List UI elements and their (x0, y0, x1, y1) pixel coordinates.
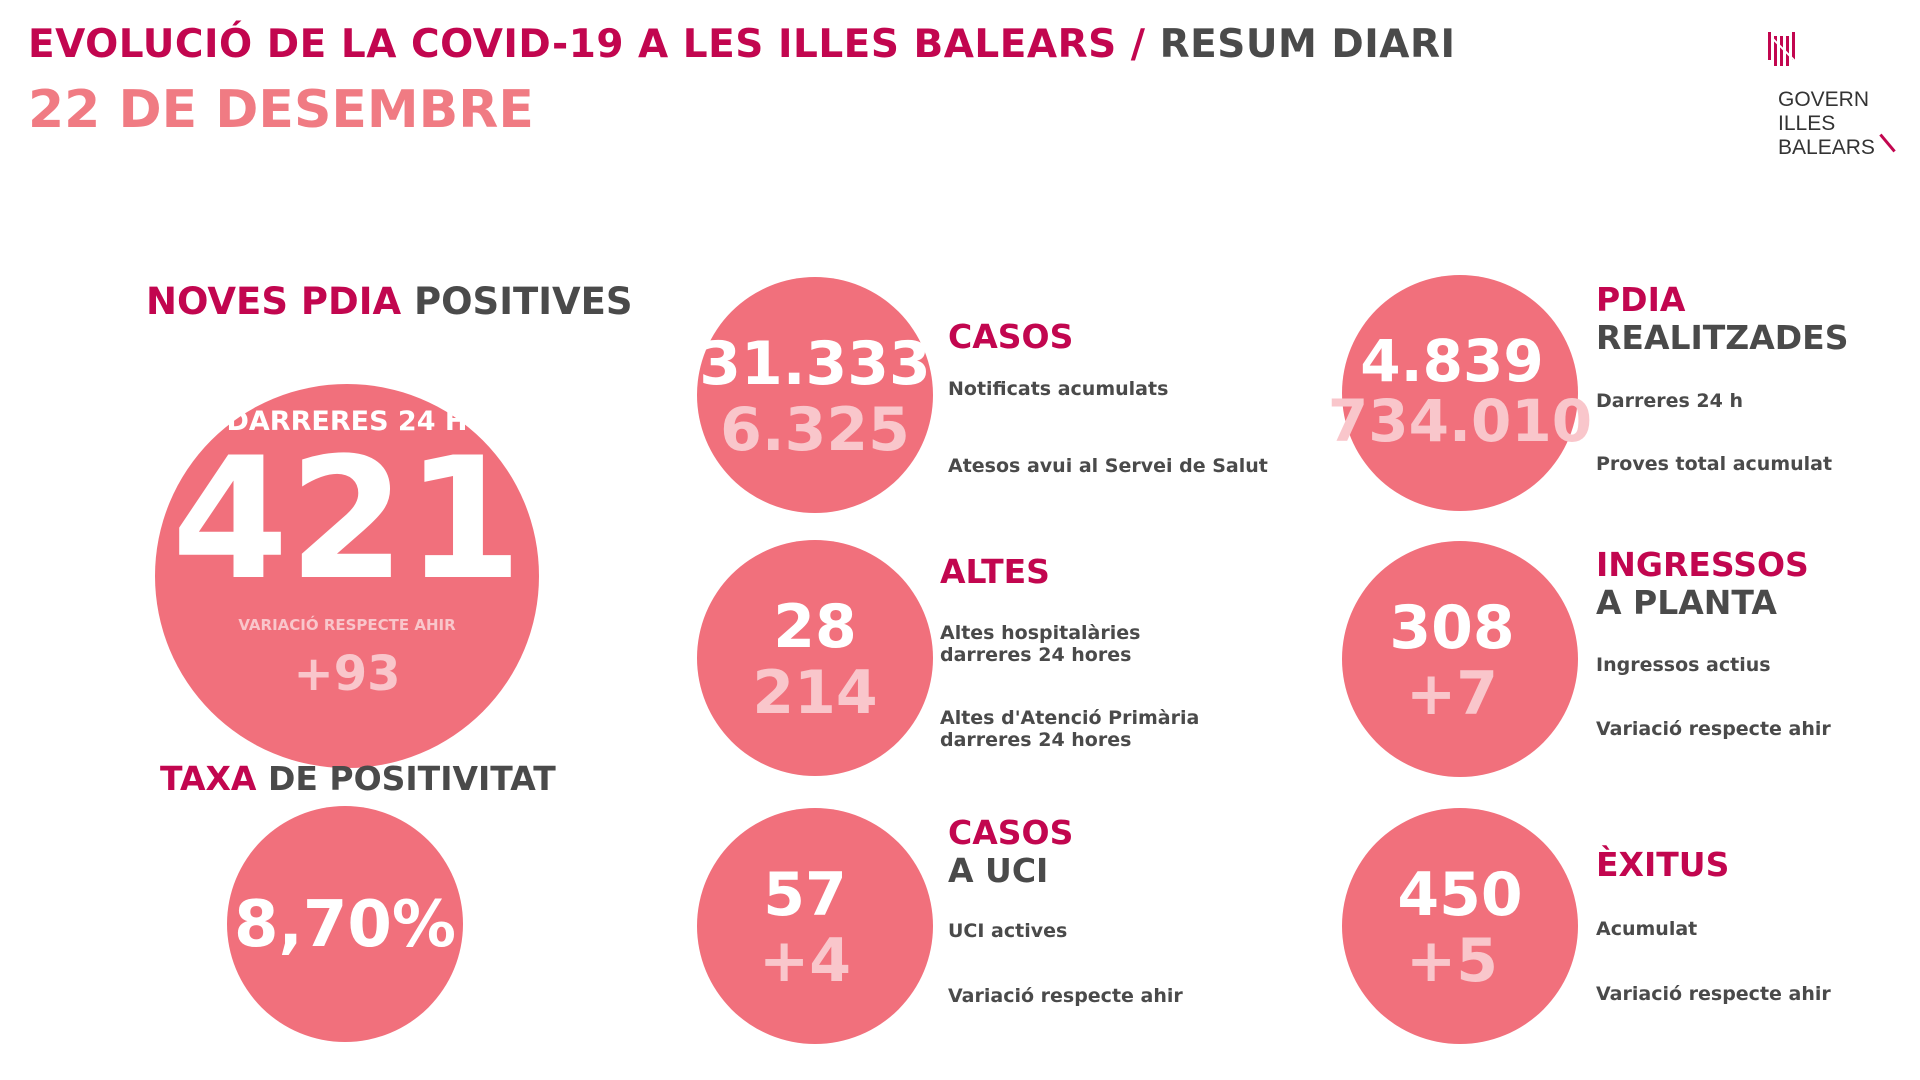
exitus-heading: ÈXITUS (1596, 845, 1730, 884)
positivity-value: 8,70% (233, 888, 457, 962)
positivity-circle: 8,70% (227, 806, 463, 1042)
govern-logo: GOVERN ILLES BALEARS (1768, 32, 1898, 162)
altes-primary-value: 214 (752, 658, 878, 728)
ingressos-variation-value: +7 (1405, 659, 1499, 729)
pdia-total-value: 734.010 (1327, 387, 1593, 455)
uci-desc-1: UCI actives (948, 920, 1068, 942)
altes-circle: 28 214 (697, 540, 933, 776)
coat-of-arms-icon (1768, 32, 1797, 66)
casos-circle: 31.333 6.325 (697, 277, 933, 513)
casos-notified-value: 31.333 (699, 329, 931, 399)
ingressos-desc-1: Ingressos actius (1596, 654, 1771, 676)
logo-text: GOVERN ILLES BALEARS (1778, 88, 1875, 159)
pdia-realitzades-heading: PDIA REALITZADES (1596, 280, 1849, 357)
casos-desc-1: Notificats acumulats (948, 378, 1169, 400)
title-separator: / (1116, 22, 1160, 67)
pdia-24h-value: 4.839 (1360, 327, 1544, 395)
exitus-variation-value: +5 (1405, 926, 1499, 996)
altes-desc-1: Altes hospitalàries darreres 24 hores (940, 622, 1141, 666)
report-date: 22 DE DESEMBRE (28, 80, 534, 140)
page-title: EVOLUCIÓ DE LA COVID-19 A LES ILLES BALE… (28, 22, 1456, 67)
pdia-realitzades-desc-2: Proves total acumulat (1596, 453, 1833, 475)
ingressos-heading: INGRESSOS A PLANTA (1596, 545, 1809, 622)
pdia-realitzades-desc-1: Darreres 24 h (1596, 390, 1743, 412)
ingressos-desc-2: Variació respecte ahir (1596, 718, 1831, 740)
pdia-positives-circle: DARRERES 24 H 421 VARIACIÓ RESPECTE AHIR… (155, 384, 539, 768)
exitus-total-value: 450 (1397, 860, 1523, 930)
uci-heading: CASOS A UCI (948, 813, 1074, 890)
exitus-desc-2: Variació respecte ahir (1596, 983, 1831, 1005)
exitus-circle: 450 +5 (1342, 808, 1578, 1044)
ingressos-active-value: 308 (1389, 593, 1515, 663)
pdia-positives-heading: NOVES PDIA POSITIVES (146, 280, 633, 323)
exitus-desc-1: Acumulat (1596, 918, 1698, 940)
altes-heading: ALTES (940, 552, 1050, 591)
altes-desc-2: Altes d'Atenció Primària darreres 24 hor… (940, 707, 1200, 751)
positivity-heading: TAXA DE POSITIVITAT (160, 759, 556, 798)
casos-desc-2: Atesos avui al Servei de Salut (948, 455, 1268, 477)
uci-circle: 57 +4 (697, 808, 933, 1044)
casos-attended-value: 6.325 (720, 395, 910, 465)
title-main: EVOLUCIÓ DE LA COVID-19 A LES ILLES BALE… (28, 22, 1117, 67)
casos-heading: CASOS (948, 317, 1074, 356)
ingressos-circle: 308 +7 (1342, 541, 1578, 777)
title-sub: RESUM DIARI (1159, 22, 1456, 67)
last-24h-label: DARRERES 24 H (226, 406, 468, 437)
uci-desc-2: Variació respecte ahir (948, 985, 1183, 1007)
pdia-realitzades-circle: 4.839 734.010 (1328, 275, 1592, 511)
logo-slash-icon (1879, 133, 1896, 153)
altes-hospital-value: 28 (773, 592, 857, 662)
uci-active-value: 57 (763, 860, 847, 930)
pdia-positives-value: 421 (171, 421, 523, 617)
uci-variation-value: +4 (758, 926, 852, 996)
variation-label: VARIACIÓ RESPECTE AHIR (238, 616, 456, 634)
pdia-positives-variation: +93 (293, 646, 401, 702)
